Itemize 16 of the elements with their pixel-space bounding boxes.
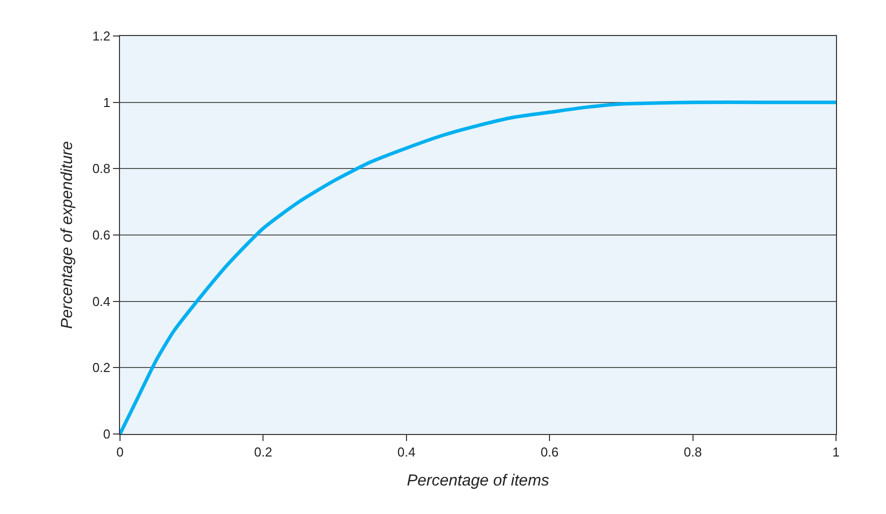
y-tick-label: 1.2	[92, 28, 110, 44]
line-series	[120, 100, 836, 434]
y-tick-label: 0.8	[92, 161, 110, 176]
x-axis-title: Percentage of items	[406, 472, 550, 490]
y-tick-label: 0	[103, 426, 110, 442]
y-tick-label: 0.2	[92, 360, 110, 376]
x-tick-label: 0.4	[397, 444, 416, 460]
x-tick-label: 1	[832, 444, 840, 460]
y-tick-label: 0.4	[92, 294, 110, 309]
y-tick-label: 1	[103, 94, 110, 110]
y-axis-title: Percentage of expenditure	[59, 141, 76, 329]
y-tick-label: 0.6	[92, 228, 110, 243]
x-tick-label: 0.2	[254, 444, 272, 460]
x-tick-label: 0.6	[540, 444, 559, 460]
x-tick-label: 0.8	[684, 444, 702, 460]
x-tick-label: 0	[116, 444, 124, 460]
